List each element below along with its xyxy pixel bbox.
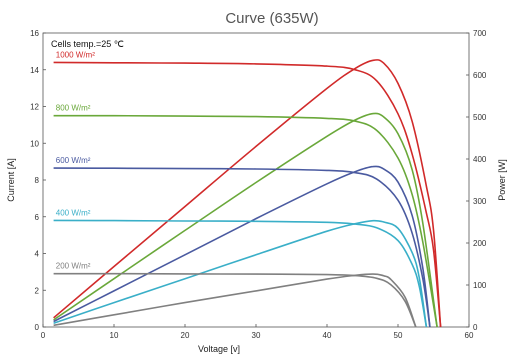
y2-tick-label-6: 600: [473, 71, 487, 80]
y2-tick-label-1: 100: [473, 281, 487, 290]
temperature-annotation: Cells temp.=25 ℃: [51, 39, 124, 49]
axes: 0 10 20 30 40 50 60024681012141601002003004005…: [30, 29, 487, 340]
power-curve-400: [53, 219, 428, 328]
chart-title: Curve (635W): [225, 10, 318, 27]
y-tick-label-3: 6: [35, 213, 40, 222]
y2-tick-label-7: 700: [473, 29, 487, 38]
x-tick-label-2: 20: [181, 331, 190, 340]
y-tick-label-5: 10: [30, 139, 39, 148]
y-tick-label-7: 14: [30, 66, 39, 75]
y2-tick-label-0: 0: [473, 323, 478, 332]
y2-tick-label-5: 500: [473, 113, 487, 122]
series-labels: 1000 W/m² 800 W/m² 600 W/m² 400 W/m² 200 W/m…: [56, 50, 95, 270]
y-tick-label-8: 16: [30, 29, 39, 38]
series-label-600: 600 W/m²: [56, 156, 91, 165]
power-curve-800: [53, 112, 438, 328]
series-label-1000: 1000 W/m²: [56, 50, 95, 59]
y-tick-label-1: 2: [35, 286, 40, 295]
x-tick-label-4: 40: [323, 331, 332, 340]
current-curve-800: [53, 114, 438, 328]
x-tick-label-0: 0: [41, 331, 46, 340]
series-label-400: 400 W/m²: [56, 208, 91, 217]
current-curve-600: [53, 167, 431, 328]
y2-axis-title: Power [W]: [497, 159, 507, 201]
x-tick-label-5: 50: [394, 331, 403, 340]
y-tick-label-2: 4: [35, 250, 40, 259]
current-curve-200: [53, 272, 417, 328]
y-tick-label-0: 0: [35, 323, 40, 332]
x-tick-label-1: 10: [110, 331, 119, 340]
curves: [53, 59, 442, 328]
y2-tick-label-2: 200: [473, 239, 487, 248]
y2-tick-label-4: 400: [473, 155, 487, 164]
power-curve-600: [53, 165, 431, 328]
y-axis-title: Current [A]: [6, 158, 16, 202]
x-tick-label-6: 60: [465, 331, 474, 340]
series-label-800: 800 W/m²: [56, 104, 91, 113]
y-tick-label-4: 8: [35, 176, 40, 185]
x-axis-title: Voltage [v]: [198, 344, 240, 354]
series-label-200: 200 W/m²: [56, 262, 91, 271]
current-curve-1000: [53, 61, 442, 328]
x-tick-label-3: 30: [252, 331, 261, 340]
y-tick-label-6: 12: [30, 103, 39, 112]
power-curve-1000: [53, 59, 442, 328]
current-curve-400: [53, 219, 428, 328]
y2-tick-label-3: 300: [473, 197, 487, 206]
